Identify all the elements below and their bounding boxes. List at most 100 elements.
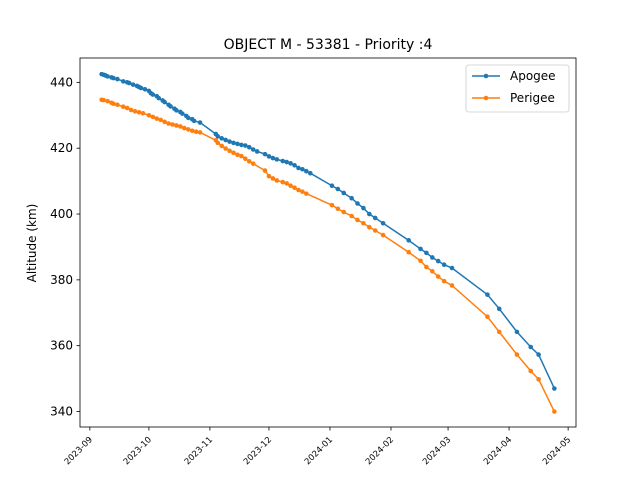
data-point (111, 75, 116, 81)
data-point (136, 110, 142, 115)
data-point (168, 104, 173, 109)
data-point (231, 140, 236, 146)
data-point (166, 121, 171, 126)
legend-entry-apogee: Apogee (472, 69, 556, 83)
data-point (239, 142, 244, 148)
data-point (380, 232, 386, 238)
data-point (162, 99, 167, 105)
data-point (254, 149, 260, 154)
data-point (215, 140, 221, 146)
data-point (304, 168, 309, 174)
data-point (138, 85, 144, 91)
data-point (219, 136, 225, 141)
data-point (227, 148, 232, 154)
data-point (262, 151, 268, 157)
data-point (150, 92, 156, 97)
data-point (496, 329, 502, 335)
chart-title: OBJECT M - 53381 - Priority :4 (224, 37, 433, 53)
data-point (435, 258, 441, 264)
data-point (496, 306, 502, 312)
data-point (156, 95, 162, 101)
data-point (124, 105, 130, 111)
data-point (296, 187, 301, 193)
data-point (361, 220, 366, 226)
y-tick-label: 340 (50, 405, 73, 419)
data-point (485, 292, 490, 297)
data-point (270, 155, 276, 161)
data-point (424, 250, 429, 256)
data-point (227, 139, 232, 144)
data-point (296, 165, 301, 171)
data-point (284, 159, 289, 165)
y-tick-label: 400 (50, 207, 73, 221)
data-point (101, 97, 106, 103)
data-point (243, 143, 248, 148)
data-point (105, 98, 110, 104)
data-point (300, 189, 305, 194)
data-point (162, 119, 167, 125)
data-point (292, 163, 297, 168)
data-point (154, 116, 160, 121)
data-point (449, 265, 455, 271)
data-point (304, 191, 309, 196)
data-point (223, 137, 228, 143)
data-point (514, 352, 520, 357)
data-point (197, 130, 203, 135)
data-point (367, 224, 372, 230)
data-point (174, 108, 179, 113)
data-point (111, 101, 116, 107)
data-point (367, 211, 372, 217)
data-point (288, 161, 293, 166)
data-point (514, 329, 520, 335)
data-point (121, 104, 126, 110)
axes-frame (79, 57, 577, 428)
y-tick-label: 360 (50, 339, 73, 353)
data-point (355, 201, 360, 206)
data-point (274, 178, 280, 183)
data-point (246, 144, 252, 150)
data-point (372, 228, 378, 233)
data-point (146, 112, 152, 118)
data-point (406, 249, 412, 255)
data-point (105, 74, 110, 79)
data-point (126, 80, 132, 86)
data-point (231, 150, 236, 156)
data-point (441, 278, 447, 284)
data-point (150, 114, 156, 120)
data-point (528, 344, 534, 350)
data-point (185, 127, 191, 132)
data-point (430, 255, 435, 260)
data-point (197, 120, 203, 125)
data-point (274, 157, 280, 162)
data-point (128, 107, 134, 113)
series-perigee (99, 97, 557, 414)
data-point (361, 205, 366, 211)
data-point (246, 159, 252, 164)
data-point (552, 386, 557, 391)
data-point (341, 209, 347, 215)
legend-marker (483, 95, 489, 101)
data-point (418, 258, 423, 264)
data-point (349, 213, 354, 219)
data-point (191, 118, 197, 124)
data-point (536, 376, 541, 382)
legend-label: Perigee (510, 91, 555, 105)
data-point (552, 409, 557, 414)
data-point (235, 141, 240, 147)
data-point (215, 134, 221, 139)
data-point (115, 102, 120, 108)
y-axis-label: Altitude (km) (25, 204, 39, 283)
data-point (284, 181, 289, 186)
data-point (189, 128, 195, 134)
data-point (341, 190, 347, 196)
data-point (280, 158, 286, 164)
series-line-perigee (101, 99, 556, 412)
data-point (288, 183, 293, 189)
data-point (219, 143, 225, 149)
data-point (270, 176, 276, 181)
data-point (441, 262, 447, 268)
data-point (424, 264, 429, 270)
data-point (235, 152, 240, 158)
legend-label: Apogee (510, 69, 556, 83)
